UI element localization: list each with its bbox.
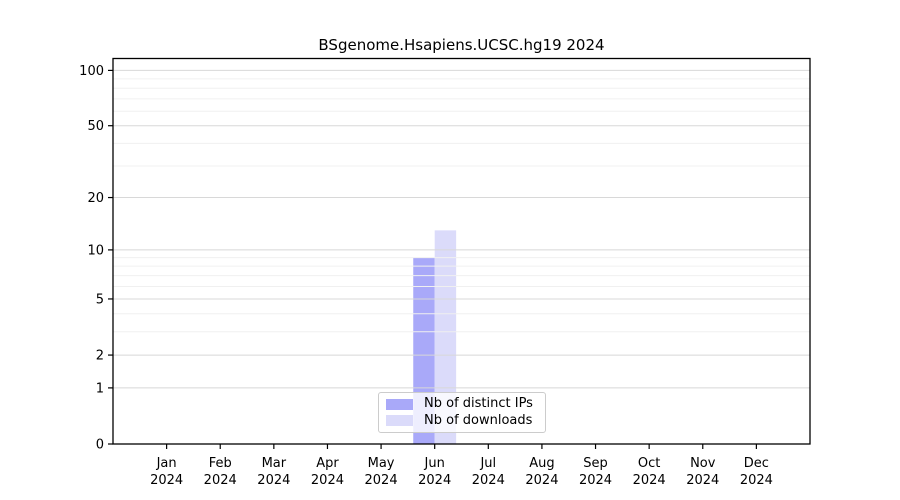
- x-tick-label-month: Dec: [744, 456, 769, 471]
- x-tick-label-month: Jun: [424, 456, 445, 471]
- x-tick-label-year: 2024: [472, 473, 505, 488]
- y-tick-label: 1: [96, 381, 104, 396]
- legend-row-downloads: Nb of downloads: [386, 413, 538, 429]
- bar-jun-series1: [434, 230, 457, 444]
- x-tick-label-year: 2024: [740, 473, 773, 488]
- y-tick-label: 20: [87, 191, 104, 206]
- x-tick-label-month: Mar: [262, 456, 287, 471]
- y-tick-label: 0: [96, 438, 104, 453]
- x-tick-label-year: 2024: [150, 473, 183, 488]
- y-tick-label: 2: [96, 349, 104, 364]
- x-tick-label-month: Nov: [690, 456, 716, 471]
- x-tick-label-month: Jul: [479, 456, 496, 471]
- y-tick-label: 5: [96, 292, 104, 307]
- plot-border: [112, 57, 811, 445]
- y-tick-label: 50: [87, 119, 104, 134]
- x-tick-label-year: 2024: [204, 473, 237, 488]
- x-tick-label-month: Aug: [529, 456, 554, 471]
- x-tick-label-year: 2024: [365, 473, 398, 488]
- chart-title: BSgenome.Hsapiens.UCSC.hg19 2024: [318, 36, 605, 54]
- legend: Nb of distinct IPs Nb of downloads: [378, 392, 546, 433]
- x-tick-label-year: 2024: [686, 473, 719, 488]
- x-tick-label-month: Sep: [583, 456, 608, 471]
- legend-swatch-downloads: [386, 415, 413, 427]
- x-tick-label-month: May: [368, 456, 395, 471]
- x-tick-label-month: Apr: [316, 456, 339, 471]
- y-tick-label: 100: [79, 64, 104, 79]
- x-tick-label-month: Oct: [638, 456, 660, 471]
- x-tick-label-year: 2024: [418, 473, 451, 488]
- y-tick-label: 10: [87, 243, 104, 258]
- legend-row-distinct-ips: Nb of distinct IPs: [386, 396, 538, 412]
- x-tick-label-year: 2024: [257, 473, 290, 488]
- legend-swatch-distinct-ips: [386, 398, 413, 410]
- x-tick-label-month: Jan: [156, 456, 177, 471]
- x-tick-label-year: 2024: [579, 473, 612, 488]
- x-tick-label-year: 2024: [525, 473, 558, 488]
- x-tick-label-year: 2024: [311, 473, 344, 488]
- legend-label-distinct-ips: Nb of distinct IPs: [424, 396, 533, 412]
- x-tick-label-month: Feb: [209, 456, 232, 471]
- legend-label-downloads: Nb of downloads: [424, 412, 533, 428]
- x-tick-label-year: 2024: [633, 473, 666, 488]
